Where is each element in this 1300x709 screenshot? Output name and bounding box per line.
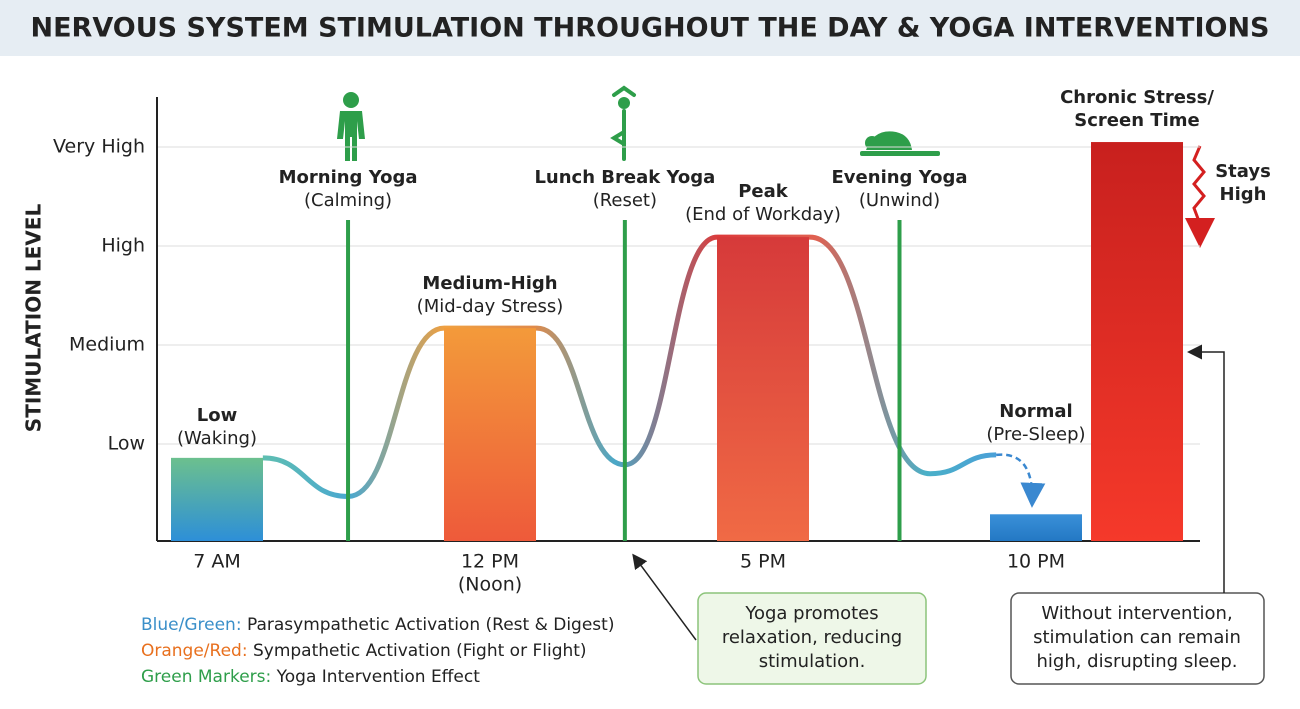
y-tick-label: Very High — [53, 136, 145, 158]
marker-label: Evening Yoga — [832, 167, 968, 188]
legend-entry: Green Markers: Yoga Intervention Effect — [141, 667, 480, 687]
bar-label: Medium-High — [422, 273, 557, 294]
y-tick-label: Medium — [69, 334, 145, 356]
callout-text: high, disrupting sleep. — [1036, 651, 1237, 672]
bar-label: Screen Time — [1074, 110, 1199, 131]
stimulation-curve — [262, 234, 997, 499]
bar-sublabel: (Mid-day Stress) — [417, 296, 564, 317]
bar-label: Low — [197, 405, 237, 426]
legend-text: Sympathetic Activation (Fight or Flight) — [248, 641, 587, 661]
y-tick-label: High — [101, 235, 145, 257]
bar — [990, 514, 1082, 541]
legend-text: Parasympathetic Activation (Rest & Diges… — [242, 615, 615, 635]
bar-sublabel: (Waking) — [177, 428, 257, 449]
icon-standing — [337, 92, 365, 161]
title-bar — [0, 0, 1300, 56]
y-axis-label: STIMULATION LEVEL — [22, 204, 46, 433]
callout-text: Yoga promotes — [744, 603, 878, 624]
callout-box — [697, 592, 927, 685]
icon-childs-pose — [860, 131, 940, 156]
marker-sublabel: (Unwind) — [859, 190, 940, 211]
y-tick-label: Low — [108, 433, 145, 455]
callout-text: stimulation. — [759, 651, 866, 672]
chart-title: NERVOUS SYSTEM STIMULATION THROUGHOUT TH… — [31, 13, 1270, 44]
x-tick-label: 7 AM — [193, 551, 241, 573]
callout-arrow — [1187, 344, 1225, 593]
stays-high-label: High — [1220, 184, 1267, 205]
legend-entry: Orange/Red: Sympathetic Activation (Figh… — [141, 641, 587, 661]
bar — [171, 457, 263, 541]
stays-high-arrow — [1185, 145, 1215, 248]
x-tick-note: (Noon) — [458, 574, 522, 596]
marker-label: Lunch Break Yoga — [534, 167, 715, 188]
bar-sublabel: (Pre-Sleep) — [986, 424, 1085, 445]
bar-label: Peak — [738, 181, 789, 202]
legend-text: Yoga Intervention Effect — [271, 667, 480, 687]
bar-label: Chronic Stress/ — [1060, 87, 1214, 108]
callout-box — [1010, 592, 1265, 685]
bar — [444, 328, 536, 541]
marker-sublabel: (Calming) — [304, 190, 392, 211]
marker-sublabel: (Reset) — [593, 190, 657, 211]
callout-text: stimulation can remain — [1033, 627, 1241, 648]
stays-high-label: Stays — [1215, 161, 1271, 182]
legend-key: Blue/Green: — [141, 615, 242, 635]
bar — [1091, 142, 1184, 542]
icon-tree-pose — [610, 85, 636, 161]
legend-entry: Blue/Green: Parasympathetic Activation (… — [141, 615, 614, 635]
x-tick-label: 10 PM — [1007, 551, 1065, 573]
callout-text: Without intervention, — [1041, 603, 1232, 624]
x-tick-label: 12 PM — [461, 551, 519, 573]
transition-arrow — [996, 453, 1046, 508]
bar — [717, 237, 809, 541]
legend-key: Orange/Red: — [141, 641, 248, 661]
bar-label: Normal — [999, 401, 1072, 422]
bar-sublabel: (End of Workday) — [685, 204, 841, 225]
legend-key: Green Markers: — [141, 667, 271, 687]
callout-arrow — [632, 553, 697, 641]
x-tick-label: 5 PM — [740, 551, 786, 573]
marker-label: Morning Yoga — [279, 167, 418, 188]
callout-text: relaxation, reducing — [722, 627, 902, 648]
